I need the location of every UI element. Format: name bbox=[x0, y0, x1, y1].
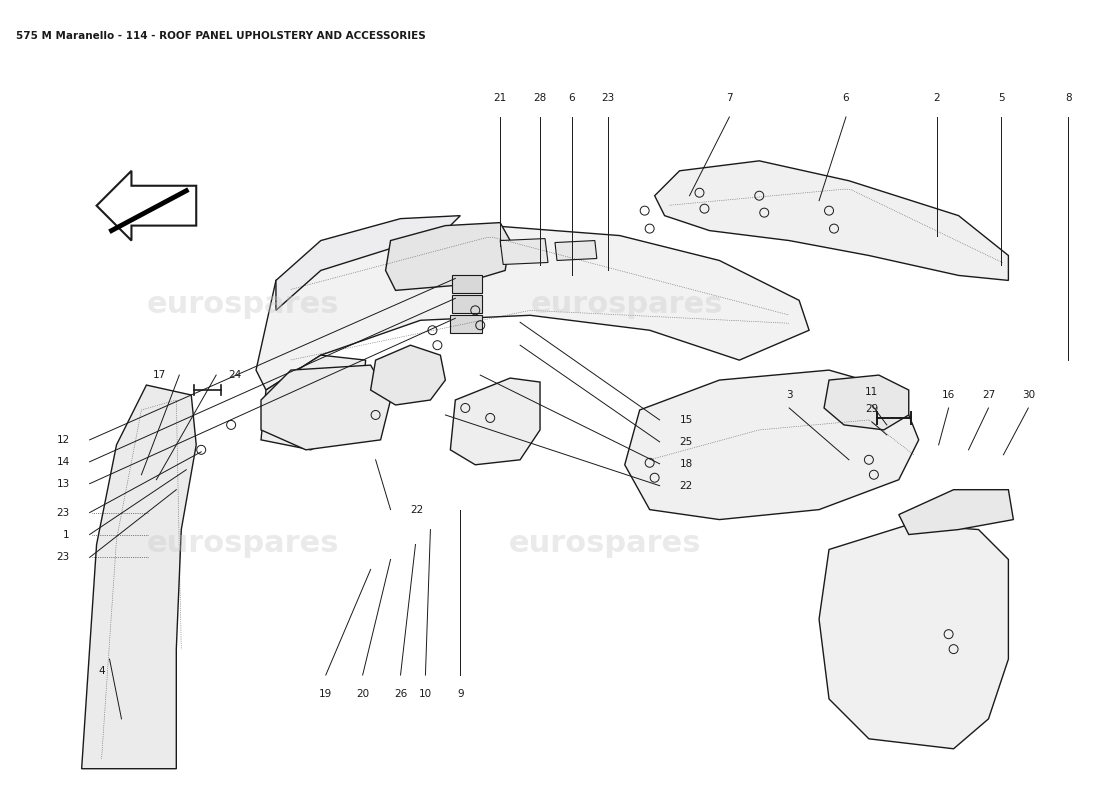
Text: 25: 25 bbox=[680, 437, 693, 447]
Text: 6: 6 bbox=[569, 93, 575, 103]
Text: eurospares: eurospares bbox=[146, 529, 339, 558]
Polygon shape bbox=[899, 490, 1013, 534]
Text: 8: 8 bbox=[1065, 93, 1071, 103]
Text: 16: 16 bbox=[942, 390, 955, 400]
Text: 20: 20 bbox=[356, 689, 370, 699]
Bar bbox=[452, 295, 482, 314]
Text: eurospares: eurospares bbox=[530, 290, 723, 319]
Polygon shape bbox=[97, 170, 196, 241]
Text: 14: 14 bbox=[56, 457, 69, 466]
Text: 23: 23 bbox=[56, 508, 69, 518]
Text: 4: 4 bbox=[98, 666, 104, 676]
Text: 7: 7 bbox=[726, 93, 733, 103]
Polygon shape bbox=[371, 345, 446, 405]
Text: 24: 24 bbox=[228, 370, 241, 380]
Text: 1: 1 bbox=[63, 530, 69, 539]
Polygon shape bbox=[256, 226, 810, 390]
Text: 12: 12 bbox=[56, 435, 69, 445]
Polygon shape bbox=[261, 365, 390, 450]
Text: 13: 13 bbox=[56, 478, 69, 489]
Polygon shape bbox=[261, 355, 365, 450]
Text: 17: 17 bbox=[153, 370, 166, 380]
Bar bbox=[452, 275, 482, 294]
Text: 23: 23 bbox=[56, 553, 69, 562]
Text: 21: 21 bbox=[494, 93, 507, 103]
Polygon shape bbox=[81, 385, 196, 769]
Polygon shape bbox=[276, 216, 460, 310]
Text: 23: 23 bbox=[602, 93, 615, 103]
Polygon shape bbox=[654, 161, 1009, 281]
Polygon shape bbox=[500, 238, 548, 265]
Text: 5: 5 bbox=[998, 93, 1004, 103]
Text: 19: 19 bbox=[319, 689, 332, 699]
Text: 11: 11 bbox=[866, 387, 879, 397]
Text: 2: 2 bbox=[933, 93, 940, 103]
Text: eurospares: eurospares bbox=[508, 529, 701, 558]
Polygon shape bbox=[556, 241, 597, 261]
Text: 6: 6 bbox=[843, 93, 849, 103]
Bar bbox=[450, 315, 482, 334]
Text: 29: 29 bbox=[866, 404, 879, 414]
Text: 18: 18 bbox=[680, 458, 693, 469]
Text: 9: 9 bbox=[456, 689, 463, 699]
Text: 30: 30 bbox=[1022, 390, 1035, 400]
Text: 26: 26 bbox=[394, 689, 407, 699]
Polygon shape bbox=[824, 375, 909, 430]
Text: 22: 22 bbox=[410, 505, 424, 514]
Text: 575 M Maranello - 114 - ROOF PANEL UPHOLSTERY AND ACCESSORIES: 575 M Maranello - 114 - ROOF PANEL UPHOL… bbox=[15, 31, 426, 42]
Text: 3: 3 bbox=[785, 390, 792, 400]
Polygon shape bbox=[820, 525, 1009, 749]
Polygon shape bbox=[386, 222, 510, 290]
Text: eurospares: eurospares bbox=[146, 290, 339, 319]
Polygon shape bbox=[450, 378, 540, 465]
Text: 15: 15 bbox=[680, 415, 693, 425]
Polygon shape bbox=[625, 370, 918, 519]
Text: 10: 10 bbox=[419, 689, 432, 699]
Text: 28: 28 bbox=[534, 93, 547, 103]
Text: 22: 22 bbox=[680, 481, 693, 490]
Text: 27: 27 bbox=[982, 390, 996, 400]
